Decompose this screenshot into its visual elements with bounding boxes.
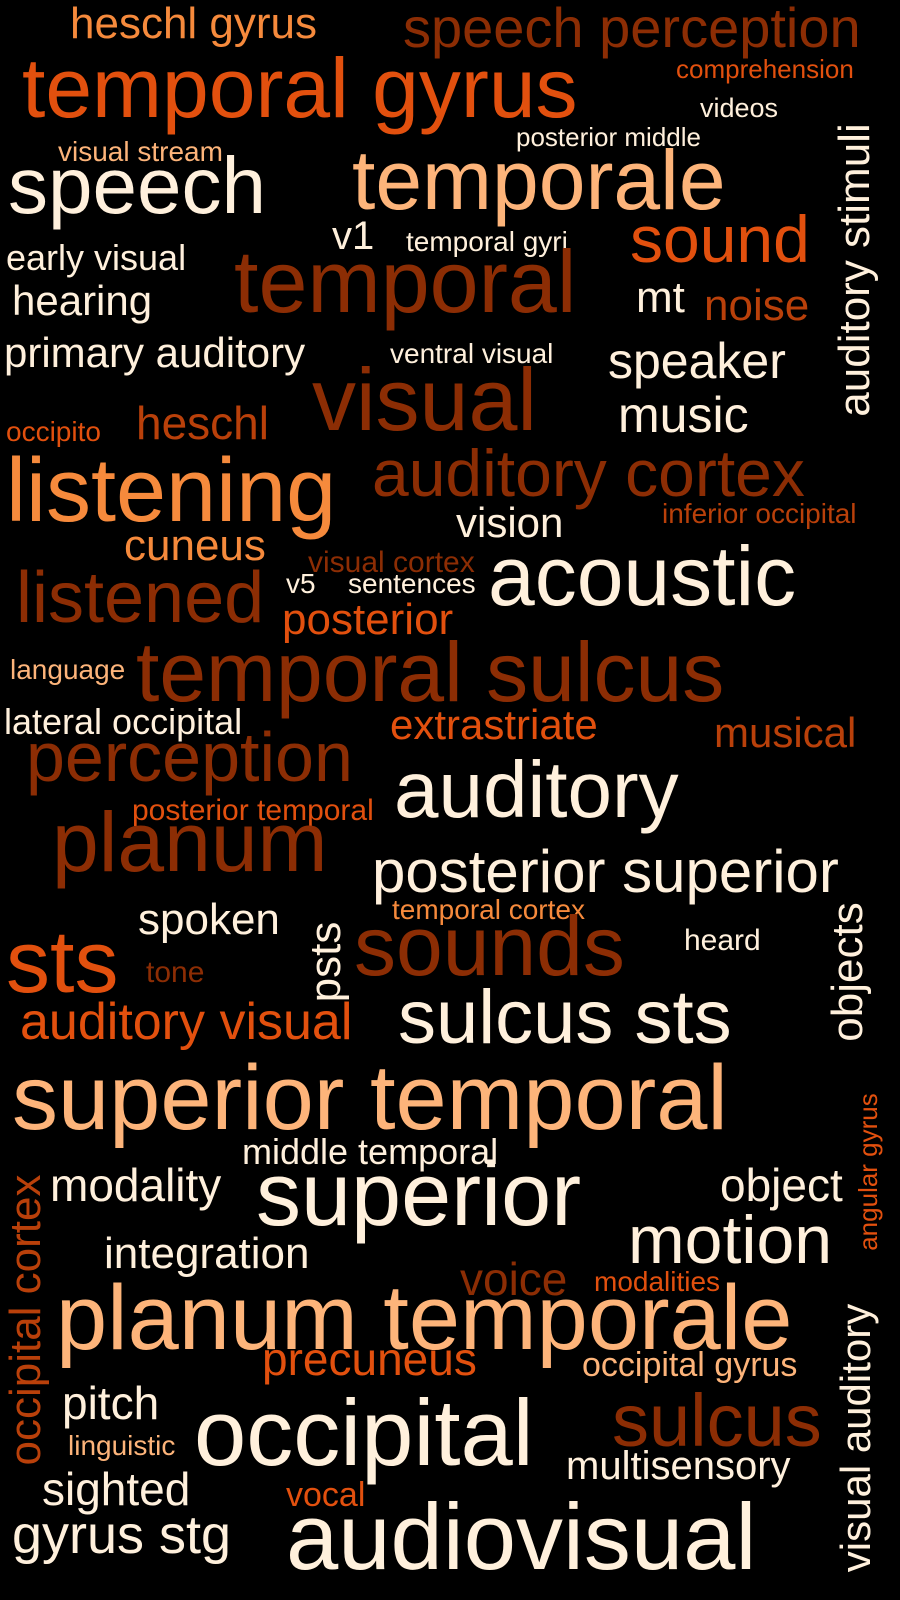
word-visual-auditory: visual auditory	[832, 1303, 879, 1573]
word-precuneus: precuneus	[262, 1333, 477, 1385]
word-cuneus: cuneus	[124, 521, 266, 570]
word-tone: tone	[146, 956, 205, 989]
word-ventral-visual: ventral visual	[390, 338, 554, 369]
word-modality: modality	[50, 1159, 222, 1211]
word-superior-temporal: superior temporal	[12, 1047, 728, 1149]
word-listening: listening	[6, 441, 337, 541]
word-sulcus: sulcus	[612, 1379, 822, 1462]
word-vocal: vocal	[286, 1476, 366, 1514]
word-integration: integration	[104, 1229, 310, 1278]
word-sulcus-sts: sulcus sts	[398, 975, 732, 1060]
word-superior: superior	[256, 1145, 582, 1245]
word-heard: heard	[684, 924, 761, 957]
word-primary-auditory: primary auditory	[4, 329, 306, 376]
word-modalities: modalities	[594, 1266, 721, 1297]
word-inferior-occipital: inferior occipital	[662, 498, 857, 529]
word-comprehension: comprehension	[676, 54, 854, 84]
word-videos: videos	[700, 93, 779, 123]
word-sighted: sighted	[42, 1463, 191, 1515]
word-temporale: temporale	[352, 133, 726, 227]
word-temporal-cortex: temporal cortex	[392, 894, 585, 925]
word-occipito: occipito	[6, 416, 101, 447]
word-v5: v5	[286, 568, 316, 599]
word-objects: objects	[823, 902, 872, 1042]
word-noise: noise	[704, 281, 810, 330]
word-heschl: heschl	[136, 397, 269, 449]
word-visual-stream: visual stream	[58, 136, 223, 167]
word-object: object	[720, 1159, 843, 1211]
word-visual-cortex: visual cortex	[308, 546, 475, 579]
word-spoken: spoken	[138, 895, 280, 944]
word-multisensory: multisensory	[566, 1444, 791, 1488]
word-posterior-middle: posterior middle	[516, 122, 701, 152]
word-temporal-gyrus: temporal gyrus	[22, 41, 578, 135]
word-occipital-cortex: occipital cortex	[1, 1174, 50, 1466]
word-audiovisual: audiovisual	[286, 1484, 757, 1589]
word-linguistic: linguistic	[68, 1430, 176, 1461]
word-voice: voice	[460, 1253, 568, 1305]
word-sts: sts	[6, 912, 119, 1011]
word-gyrus-stg: gyrus stg	[12, 1505, 232, 1565]
word-early-visual: early visual	[6, 237, 187, 278]
word-middle-temporal: middle temporal	[242, 1131, 499, 1172]
word-temporal-sulcus: temporal sulcus	[136, 625, 725, 719]
word-auditory: auditory	[394, 745, 679, 834]
word-lateral-occipital: lateral occipital	[4, 701, 243, 742]
word-speaker: speaker	[608, 333, 786, 389]
word-perception: perception	[26, 718, 353, 796]
word-occipital: occipital	[194, 1380, 534, 1485]
word-v1: v1	[332, 214, 375, 258]
word-posterior-superior: posterior superior	[372, 838, 839, 905]
word-extrastriate: extrastriate	[390, 701, 598, 748]
word-posterior-temporal: posterior temporal	[132, 794, 374, 827]
word-temporal: temporal	[234, 232, 577, 331]
word-motion: motion	[628, 1202, 833, 1278]
word-vision: vision	[456, 499, 564, 546]
word-heschl-gyrus: heschl gyrus	[70, 0, 318, 48]
word-music: music	[618, 387, 749, 443]
word-visual: visual	[312, 350, 537, 449]
word-sound: sound	[630, 202, 810, 276]
word-angular-gyrus: angular gyrus	[853, 1093, 883, 1251]
word-occipital-gyrus: occipital gyrus	[582, 1346, 798, 1384]
word-listened: listened	[16, 558, 265, 638]
word-hearing: hearing	[12, 277, 153, 324]
word-psts: psts	[301, 921, 350, 1003]
word-speech-perception: speech perception	[403, 0, 861, 59]
word-musical: musical	[714, 709, 857, 756]
word-planum: planum	[52, 795, 328, 889]
word-sounds: sounds	[354, 899, 625, 993]
word-mt: mt	[636, 273, 685, 322]
word-posterior: posterior	[282, 595, 454, 644]
word-pitch: pitch	[62, 1377, 160, 1429]
word-sentences: sentences	[348, 568, 476, 599]
word-language: language	[10, 654, 126, 685]
word-auditory-stimuli: auditory stimuli	[830, 123, 879, 417]
word-auditory-visual: auditory visual	[20, 993, 353, 1051]
word-planum-temporale: planum temporale	[56, 1267, 793, 1369]
word-temporal-gyri: temporal gyri	[406, 226, 568, 257]
word-acoustic: acoustic	[488, 529, 797, 623]
word-speech: speech	[8, 141, 266, 230]
word-auditory-cortex: auditory cortex	[372, 436, 805, 510]
